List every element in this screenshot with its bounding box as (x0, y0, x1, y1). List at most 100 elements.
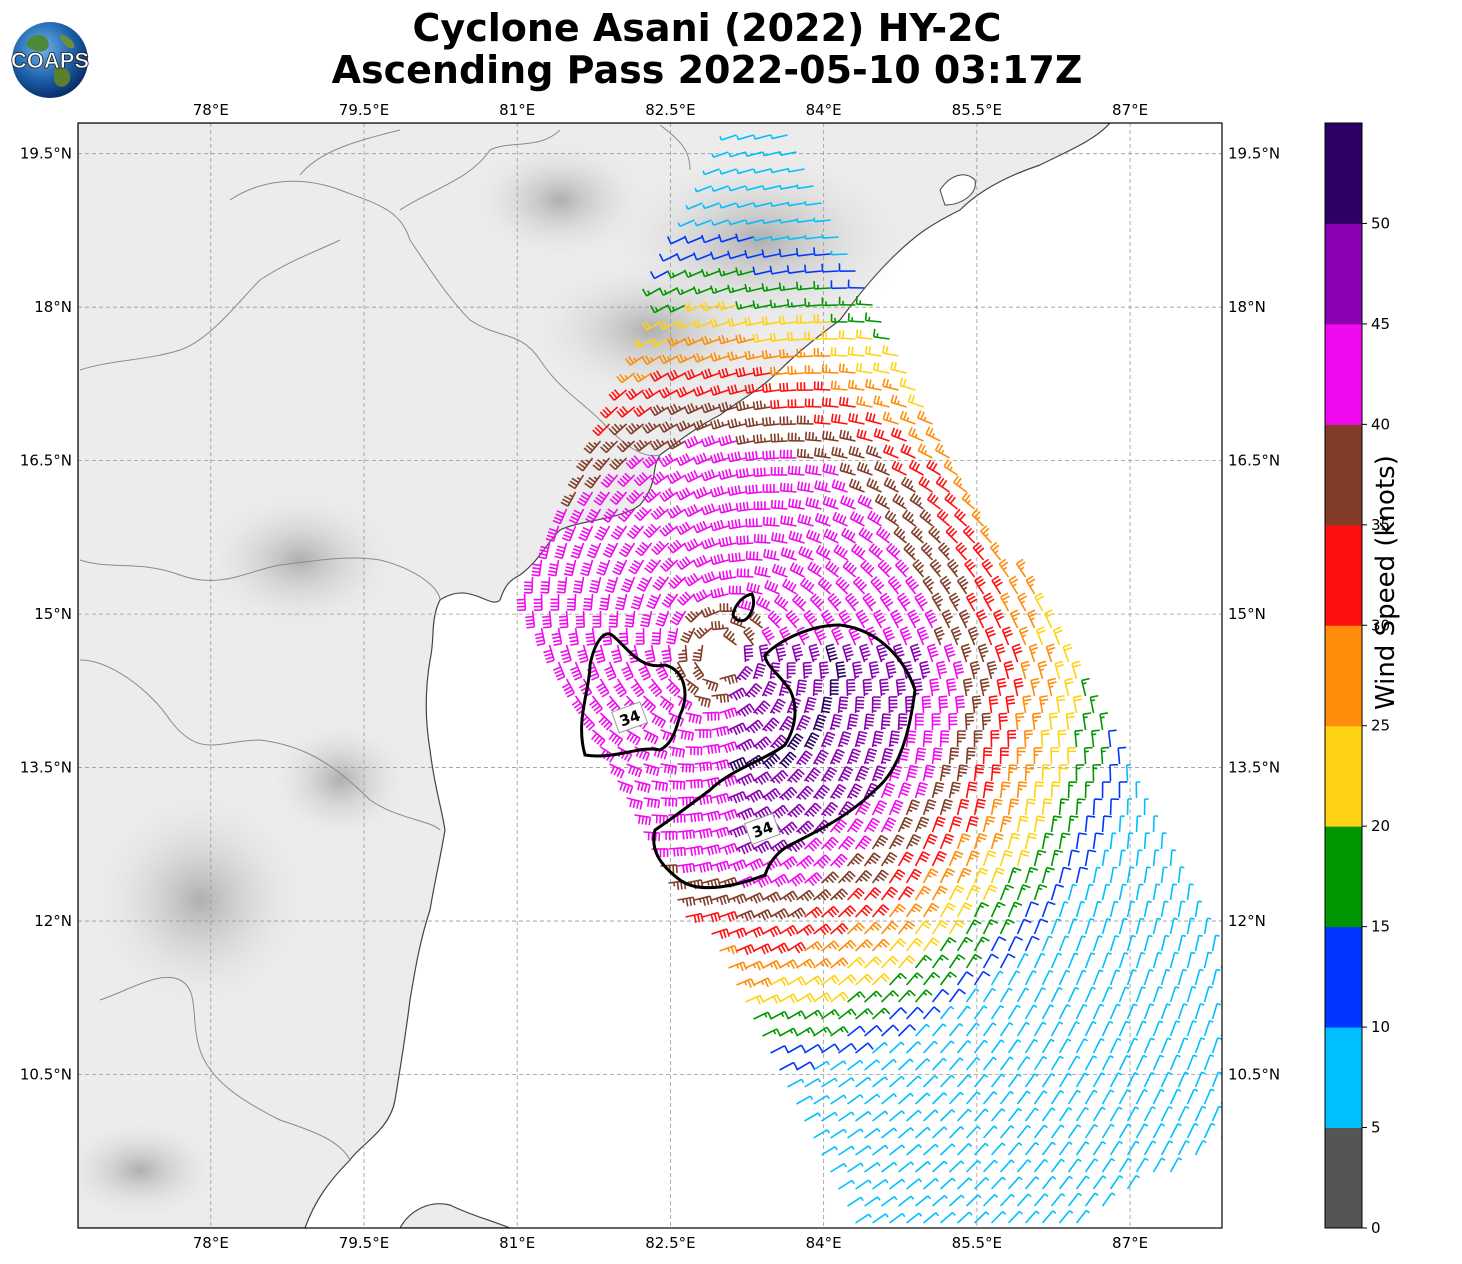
lat-tick-label: 19.5°N (20, 145, 72, 163)
wind-barb (838, 363, 856, 374)
wind-barb (787, 399, 805, 409)
lon-tick-label: 79.5°E (339, 101, 389, 119)
wind-barb (533, 593, 543, 611)
wind-barb (830, 1162, 847, 1173)
wind-barb (948, 747, 960, 765)
wind-barb (1177, 968, 1187, 986)
wind-barb (651, 712, 667, 729)
wind-barb (882, 411, 899, 425)
wind-barb (1058, 1072, 1072, 1088)
wind-barb (1135, 815, 1142, 833)
wind-barb (982, 781, 994, 799)
map-frame (77, 122, 1223, 1229)
wind-barb (813, 414, 831, 425)
wind-barb (812, 784, 831, 800)
wind-barb (753, 168, 771, 174)
wind-barb (915, 1160, 931, 1173)
wind-barb (1143, 934, 1153, 952)
wind-barb (829, 748, 845, 765)
wind-barb (692, 589, 712, 603)
wind-barb (796, 382, 814, 392)
wind-barb (1062, 643, 1073, 663)
wind-barb (660, 763, 678, 775)
wind-barb (684, 610, 704, 623)
wind-barb (1194, 900, 1203, 918)
wind-barb (914, 1023, 930, 1037)
wind-barb (1169, 1054, 1181, 1071)
wind-barb (822, 496, 839, 510)
wind-barb (786, 298, 805, 308)
wind-barb (956, 936, 974, 952)
wind-barb (965, 1022, 980, 1037)
wind-barb (803, 696, 817, 714)
wind-barb (905, 575, 920, 595)
wind-barb (583, 593, 594, 611)
wind-barb (778, 315, 797, 325)
wind-barb (889, 1110, 905, 1122)
wind-barb (954, 508, 968, 527)
wind-barb (1109, 832, 1117, 850)
wind-barb (600, 440, 619, 454)
wind-barb (1211, 934, 1220, 952)
wind-barb (1101, 1157, 1116, 1173)
wind-barb (558, 610, 569, 629)
wind-barb (922, 575, 935, 595)
wind-barb (833, 544, 848, 561)
wind-barb (770, 976, 790, 987)
wind-barb (986, 660, 998, 680)
wind-barb (919, 509, 934, 527)
wind-barb (989, 541, 1002, 561)
wind-barb (547, 559, 560, 577)
wind-barb (728, 893, 748, 905)
wind-barb (798, 545, 814, 561)
wind-barb (692, 554, 712, 568)
wind-barb (700, 503, 720, 516)
colorbar-tick-label: 20 (1371, 817, 1390, 835)
wind-barb (898, 1127, 914, 1139)
wind-barb (1194, 968, 1204, 986)
wind-barb (642, 387, 661, 400)
wind-barb (990, 832, 1004, 850)
wind-barb (1152, 986, 1163, 1003)
wind-barb (666, 369, 686, 382)
wind-barb (854, 730, 868, 748)
wind-barb (728, 687, 748, 701)
wind-barb (838, 1179, 855, 1190)
wind-barb (761, 717, 780, 732)
wind-barb (592, 423, 611, 437)
wind-barb (1050, 883, 1064, 901)
wind-barb (855, 609, 870, 629)
wind-barb (727, 518, 746, 530)
wind-barb (1067, 1192, 1082, 1207)
wind-barb (939, 1143, 956, 1156)
wind-barb (680, 627, 696, 644)
wind-barb (813, 992, 832, 1003)
wind-barb (787, 1044, 807, 1054)
wind-barb (718, 502, 737, 514)
wind-barb (829, 679, 839, 697)
wind-barb (752, 333, 771, 343)
wind-barb (711, 151, 729, 159)
wind-barb (874, 461, 890, 476)
lat-tick-label: 12°N (34, 912, 72, 930)
wind-barb (634, 506, 653, 522)
wind-barb (1030, 677, 1040, 697)
wind-barb (658, 320, 678, 331)
wind-barb (931, 850, 947, 867)
wind-barb (890, 361, 907, 374)
wind-barb (675, 453, 695, 467)
wind-barb (542, 610, 552, 629)
wind-barb (719, 910, 739, 922)
wind-barb (829, 818, 848, 834)
wind-barb (897, 592, 911, 612)
wind-barb (880, 817, 897, 833)
wind-barb (922, 730, 933, 748)
wind-barb (973, 1142, 989, 1156)
wind-barb (812, 749, 829, 765)
wind-barb (1230, 969, 1237, 985)
lon-tick-label: 81°E (499, 101, 535, 119)
wind-barb (830, 250, 848, 256)
lat-tick-label: 18°N (34, 298, 72, 316)
wind-barb (702, 844, 721, 856)
wind-barb (1109, 763, 1118, 782)
